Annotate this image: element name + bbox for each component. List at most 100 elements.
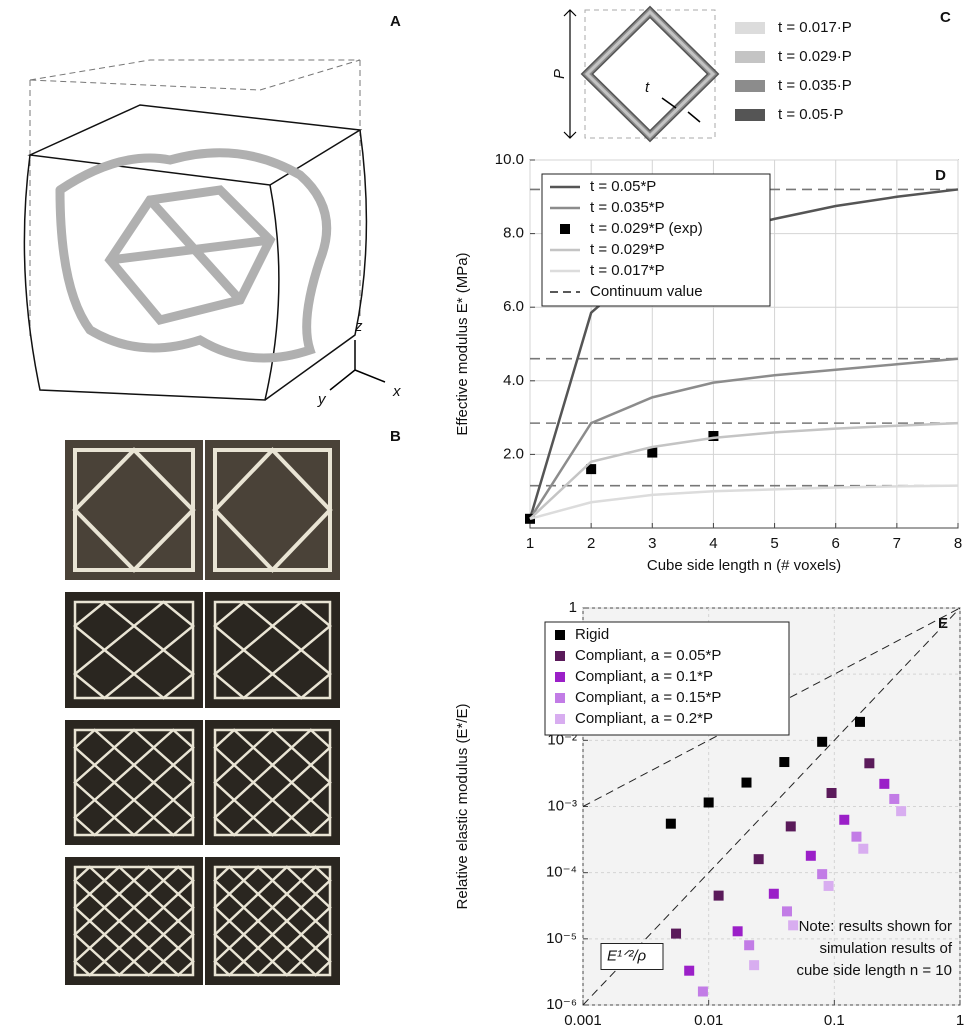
legend-label: t = 0.029·P (778, 48, 852, 65)
x-tick-label: 8 (954, 535, 962, 552)
strut (151, 798, 195, 837)
strut (132, 648, 195, 700)
guide-label: E¹ᐟ²/ρ (607, 947, 647, 964)
data-point (879, 778, 890, 789)
strut (213, 648, 275, 700)
legend-label: t = 0.029*P (exp) (590, 220, 703, 237)
period-label: P (551, 69, 568, 79)
data-point (854, 716, 865, 727)
y-tick-label: 4.0 (503, 372, 524, 389)
legend-label: Compliant, a = 0.15*P (575, 689, 721, 706)
strut (73, 648, 136, 700)
strut (270, 648, 332, 700)
legend-swatch (735, 80, 765, 92)
data-point (703, 797, 714, 808)
photo-grid (65, 440, 340, 985)
data-point (839, 814, 850, 825)
y-tick-label: 10⁻² (547, 731, 577, 748)
legend-label: t = 0.05*P (590, 178, 656, 195)
panel-label: D (935, 167, 946, 184)
strut (213, 946, 246, 977)
data-point (749, 960, 760, 971)
data-point (889, 793, 900, 804)
data-point (671, 928, 682, 939)
y-tick-label: 10⁻³ (547, 797, 577, 814)
legend-label: t = 0.017*P (590, 262, 665, 279)
x-tick-label: 0.1 (824, 1012, 845, 1029)
y-axis-label: Relative elastic modulus (E*/E) (454, 704, 471, 910)
y-tick-label: 10⁻⁶ (546, 996, 577, 1013)
data-point (817, 869, 828, 880)
legend-label: Compliant, a = 0.2*P (575, 710, 713, 727)
y-tick-label: 10.0 (495, 151, 524, 168)
y-tick-label: 6.0 (503, 298, 524, 315)
x-tick-label: 4 (709, 535, 717, 552)
axis-label: y (317, 391, 327, 408)
data-point (779, 757, 790, 768)
lattice (73, 865, 195, 977)
data-point (647, 447, 658, 458)
strut (73, 600, 195, 700)
x-tick-label: 1 (956, 1012, 964, 1029)
photo (205, 440, 340, 580)
legend-label: Continuum value (590, 283, 703, 300)
strut (132, 946, 166, 977)
data-point (851, 831, 862, 842)
data-point (713, 890, 724, 901)
data-line (528, 357, 959, 520)
strut (72, 447, 196, 573)
data-line (529, 421, 959, 520)
guide-line (582, 607, 961, 1006)
legend-label: t = 0.035*P (590, 199, 665, 216)
y-axis-label: Effective modulus E* (MPa) (454, 252, 471, 435)
strut (73, 798, 117, 837)
data-line (529, 484, 959, 521)
legend-swatch (735, 109, 765, 121)
data-point (864, 758, 875, 769)
x-axis-label: Cube side length n (# voxels) (647, 557, 841, 574)
photo (65, 592, 203, 708)
axis-label: z (354, 318, 363, 335)
strut (213, 600, 332, 700)
strut (213, 798, 256, 837)
y-tick-label: 2.0 (503, 445, 524, 462)
legend-swatch (555, 693, 565, 703)
data-point (826, 787, 837, 798)
data-point (708, 431, 719, 441)
data-point (753, 854, 764, 865)
data-point (788, 920, 799, 931)
data-point (785, 821, 796, 832)
legend-box (544, 621, 790, 736)
x-tick-label: 0.001 (564, 1012, 602, 1029)
legend-swatch (555, 672, 565, 682)
data-point (732, 926, 743, 937)
data-point (768, 888, 779, 899)
panel-label: A (390, 13, 401, 30)
x-tick-label: 6 (832, 535, 840, 552)
panel-label: E (938, 615, 948, 632)
legend-label: t = 0.05·P (778, 106, 843, 123)
charts: 1 2 3 4 5 6 7 8 2.0 4.0 6.0 8.0 10.0 Cube side length… (454, 151, 964, 1036)
y-tick-label: 10⁻⁴ (546, 864, 577, 881)
note: cube side length n = 10 (796, 962, 952, 979)
lattice (72, 447, 196, 573)
axis-label: x (392, 383, 401, 400)
x-axis-label: Relative density (ρ*/ρ) (698, 1034, 845, 1036)
legend-box (541, 173, 771, 307)
data-point (858, 843, 869, 854)
lattice (212, 447, 333, 573)
data-point (805, 850, 816, 861)
x-tick-label: 2 (587, 535, 595, 552)
strut (112, 798, 156, 837)
lattice (73, 728, 195, 837)
panel-a-drawing (23, 59, 386, 401)
data-point (697, 986, 708, 997)
legend-swatch (735, 22, 765, 34)
legend-label: Compliant, a = 0.05*P (575, 647, 721, 664)
lattice (213, 728, 332, 837)
strut (299, 946, 332, 977)
x-tick-label: 0.01 (694, 1012, 723, 1029)
data-point (586, 464, 597, 475)
